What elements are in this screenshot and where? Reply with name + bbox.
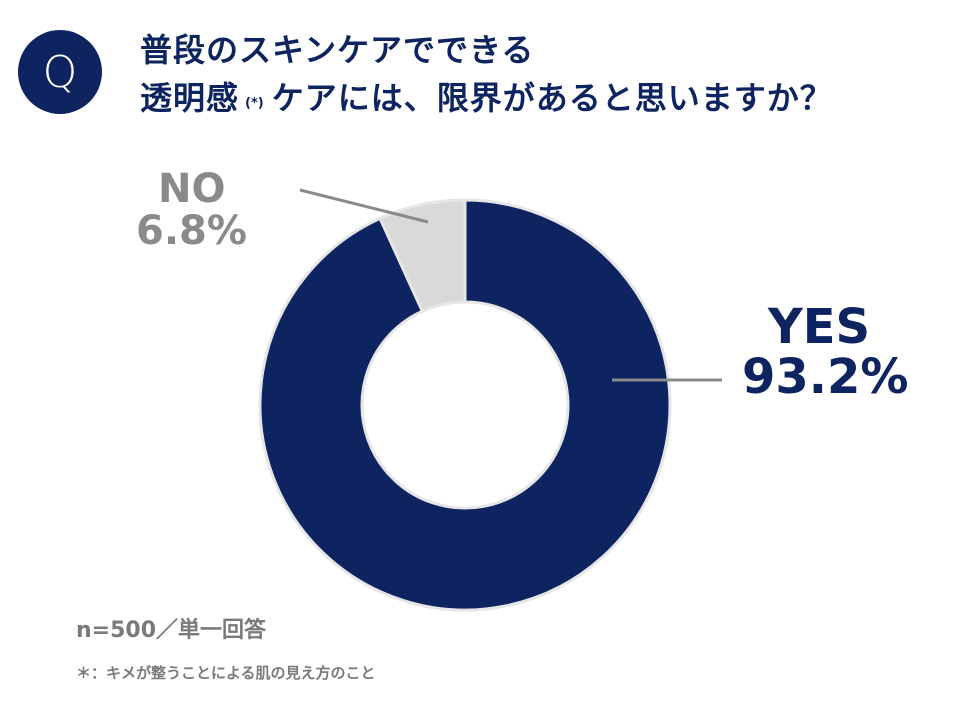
no-category-label: NO — [158, 166, 226, 212]
sample-size-note: n=500／単一回答 — [76, 618, 267, 643]
footnote-text: ＊：キメが整うことによる肌の見え方のこと — [76, 664, 376, 682]
question-badge-letter: Q — [42, 46, 78, 98]
donut-slices — [258, 198, 672, 612]
no-slice-label: NO 6.8% — [136, 168, 247, 252]
yes-value-label: 93.2% — [742, 349, 909, 406]
question-title: 普段のスキンケアでできる 透明感 (*) ケアには、限界があると思いますか？ — [140, 26, 833, 128]
donut-slice-yes — [258, 198, 672, 612]
question-badge: Q — [18, 30, 102, 114]
no-value-label: 6.8% — [136, 208, 247, 254]
question-title-line2: 透明感 (*) ケアには、限界があると思いますか？ — [140, 74, 833, 128]
question-title-line2-a: 透明感 — [140, 79, 240, 117]
yes-category-label: YES — [768, 299, 871, 355]
question-title-line1: 普段のスキンケアでできる — [140, 31, 535, 69]
question-title-line2-b: ケアには、限界があると思いますか？ — [271, 79, 833, 117]
footnote-mark: (*) — [245, 96, 264, 111]
no-leader-line — [299, 188, 429, 224]
yes-slice-label: YES 93.2% — [742, 302, 909, 403]
